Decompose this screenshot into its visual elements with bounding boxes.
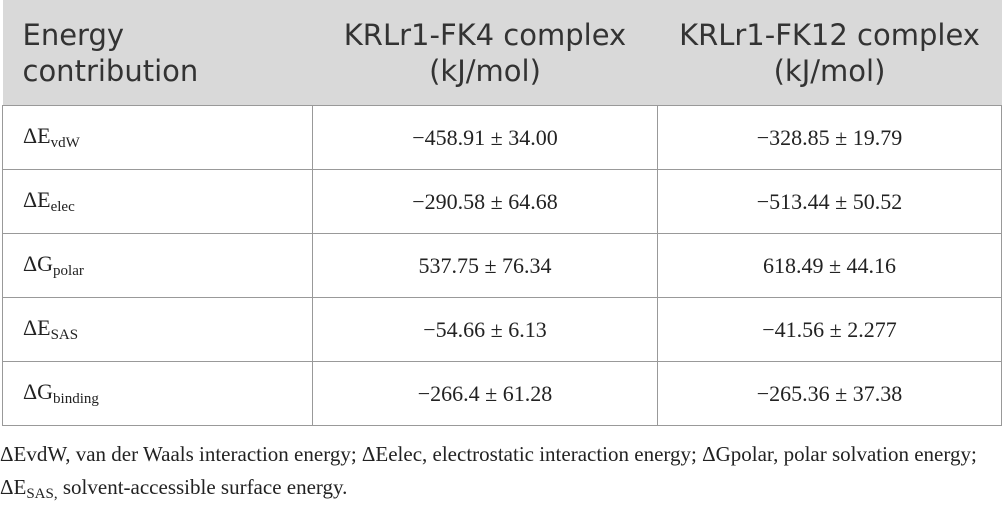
footnote-subscript: SAS, [26,486,58,502]
footnote-tail: solvent-accessible surface energy. [57,475,348,499]
table-row: ΔEelec −290.58 ± 64.68 −513.44 ± 50.52 [2,169,1002,234]
table-row: ΔGpolar 537.75 ± 76.34 618.49 ± 44.16 [2,233,1002,298]
label-cell: ΔEelec [2,169,313,234]
value-cell: 618.49 ± 44.16 [657,233,1002,298]
subscript: polar [53,263,84,279]
value-cell: −41.56 ± 2.277 [657,297,1002,362]
subscript: vdW [50,135,80,151]
subscript: binding [53,391,99,407]
symbol: ΔG [23,379,54,404]
symbol: ΔE [23,123,51,148]
symbol: ΔE [23,315,51,340]
table-row: ΔGbinding −266.4 ± 61.28 −265.36 ± 37.38 [2,361,1002,426]
value-cell: −266.4 ± 61.28 [312,361,658,426]
label-cell: ΔEvdW [2,105,313,170]
header-row: Energy contribution KRLr1-FK4 complex (kJ… [2,0,1002,106]
value-cell: −513.44 ± 50.52 [657,169,1002,234]
subscript: SAS [50,327,79,343]
table-row: ΔEvdW −458.91 ± 34.00 −328.85 ± 19.79 [2,105,1002,170]
table-body: ΔEvdW −458.91 ± 34.00 −328.85 ± 19.79 ΔEele… [2,105,1002,426]
value-cell: −265.36 ± 37.38 [657,361,1002,426]
table-row: ΔESAS −54.66 ± 6.13 −41.56 ± 2.277 [2,297,1002,362]
value-cell: −328.85 ± 19.79 [657,105,1002,170]
label-cell: ΔGpolar [2,233,313,298]
value-cell: −54.66 ± 6.13 [312,297,658,362]
value-cell: −290.58 ± 64.68 [312,169,658,234]
label-cell: ΔESAS [2,297,313,362]
footnote-text: ΔEvdW, van der Waals interaction energy;… [0,442,977,499]
value-cell: 537.75 ± 76.34 [312,233,658,298]
footnote: ΔEvdW, van der Waals interaction energy;… [0,438,1000,511]
label-cell: ΔGbinding [2,361,313,426]
header-cell: KRLr1-FK4 complex (kJ/mol) [312,0,658,106]
symbol: ΔE [23,187,51,212]
subscript: elec [50,199,75,215]
value-cell: −458.91 ± 34.00 [312,105,658,170]
header-cell: KRLr1-FK12 complex (kJ/mol) [657,0,1002,106]
energy-table: Energy contribution KRLr1-FK4 complex (kJ… [2,0,1002,426]
symbol: ΔG [23,251,54,276]
header-cell: Energy contribution [2,0,313,106]
